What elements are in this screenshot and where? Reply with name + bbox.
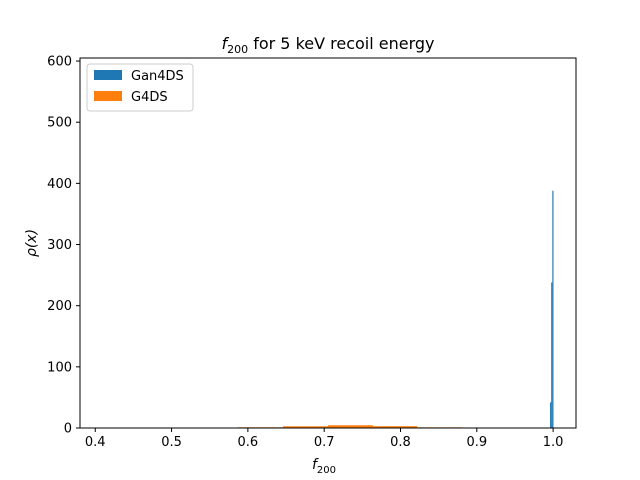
x-tick-label: 0.6 [238,435,259,450]
y-axis-label: ρ(x) [24,229,40,257]
bar-g4ds-2 [328,425,374,428]
x-tick-label: 0.4 [85,435,106,450]
y-tick-label: 100 [47,360,72,375]
y-tick-label: 400 [47,177,72,192]
x-tick-label: 0.9 [466,435,487,450]
x-axis: 0.4 0.5 0.6 0.7 0.8 0.9 1.0 [85,428,564,450]
y-tick-label: 200 [47,299,72,314]
x-axis-label: f200 [312,457,336,476]
axes-frame [79,57,577,429]
legend-label-g4ds: G4DS [131,90,168,105]
x-tick-label: 0.8 [390,435,411,450]
y-tick-label: 500 [47,116,72,131]
x-tick-label: 0.5 [161,435,182,450]
chart-title-subscript: 200 [227,43,248,56]
y-tick-label: 0 [64,422,72,437]
x-tick-label: 1.0 [543,435,564,450]
x-axis-label-subscript: 200 [317,465,336,476]
bar-gan4ds-2 [552,190,554,428]
y-axis: 0 100 200 300 400 500 600 [47,55,80,437]
x-axis-label-main: f [312,457,319,473]
legend-swatch-gan4ds [94,70,122,80]
y-tick-label: 600 [47,55,72,70]
legend-swatch-g4ds [94,91,122,101]
y-tick-label: 300 [47,238,72,253]
legend: Gan4DS G4DS [86,63,194,112]
chart-title-rest: for 5 keV recoil energy [248,34,434,53]
chart-title: f200 for 5 keV recoil energy [221,34,434,56]
bar-gan4ds-0 [550,402,552,428]
bar-g4ds-3 [373,426,418,428]
bar-g4ds-1 [282,426,328,428]
legend-label-gan4ds: Gan4DS [131,69,184,84]
x-tick-label: 0.7 [314,435,335,450]
bar-gan4ds-1 [551,282,553,428]
chart-title-main: f [221,34,229,53]
